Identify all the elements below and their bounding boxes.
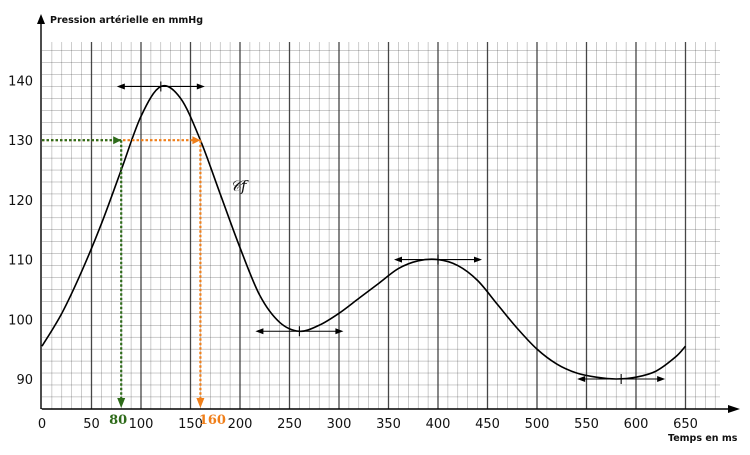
tangent-arrow (196, 83, 205, 90)
tangent-arrow (577, 376, 586, 382)
series-line (41, 84, 687, 380)
x-tick-label: 550 (574, 417, 599, 432)
y-tick-label: 140 (8, 75, 33, 90)
annotations: 160 80 (42, 136, 226, 428)
grid (42, 42, 720, 410)
x-axis-arrow (728, 405, 740, 413)
x-tick-label: 600 (624, 417, 649, 432)
x-tick-label: 650 (673, 417, 698, 432)
tangent-arrow (394, 256, 402, 263)
x-tick-label: 400 (426, 417, 451, 432)
y-tick-label: 100 (8, 313, 33, 328)
y-tick-label: 130 (8, 134, 33, 149)
x-tick-label: 500 (525, 417, 550, 432)
guide-arrow-right (113, 136, 122, 145)
tangent-arrow (657, 376, 666, 382)
y-axis-arrow (37, 14, 45, 24)
tangent-arrow (474, 256, 482, 263)
y-axis-title: Pression artérielle en mmHg (50, 15, 203, 26)
y-tick-label: 120 (8, 194, 33, 209)
x-tick-label: 450 (475, 417, 500, 432)
x-tick-label: 250 (277, 417, 302, 432)
guide-label: 160 (199, 413, 226, 428)
guide-arrow-right (192, 136, 201, 145)
x-axis-title: Temps en ms (668, 433, 738, 444)
tangent-arrow (116, 83, 125, 90)
x-tick-label: 200 (228, 417, 253, 432)
x-tick-label: 300 (327, 417, 352, 432)
x-tick-label: 0 (38, 417, 46, 432)
guide-arrow-down (117, 398, 126, 408)
y-tick-label: 110 (8, 254, 33, 269)
axes (37, 14, 740, 413)
y-tick-label: 90 (16, 373, 33, 388)
guide-label: 80 (109, 413, 127, 428)
tangent-arrow (255, 328, 264, 335)
curve-label: 𝒞f (230, 177, 249, 195)
tangent-arrow (335, 328, 344, 335)
guide-arrow-down (196, 398, 205, 408)
x-tick-label: 350 (376, 417, 401, 432)
x-tick-label: 100 (129, 417, 154, 432)
x-tick-label: 150 (178, 417, 203, 432)
x-tick-label: 50 (83, 417, 100, 432)
tick-labels: 0 50 100 150 200 250 300 350 400 450 500 550 600 650 9… (8, 75, 698, 433)
curve-layer: 𝒞f (41, 81, 687, 384)
